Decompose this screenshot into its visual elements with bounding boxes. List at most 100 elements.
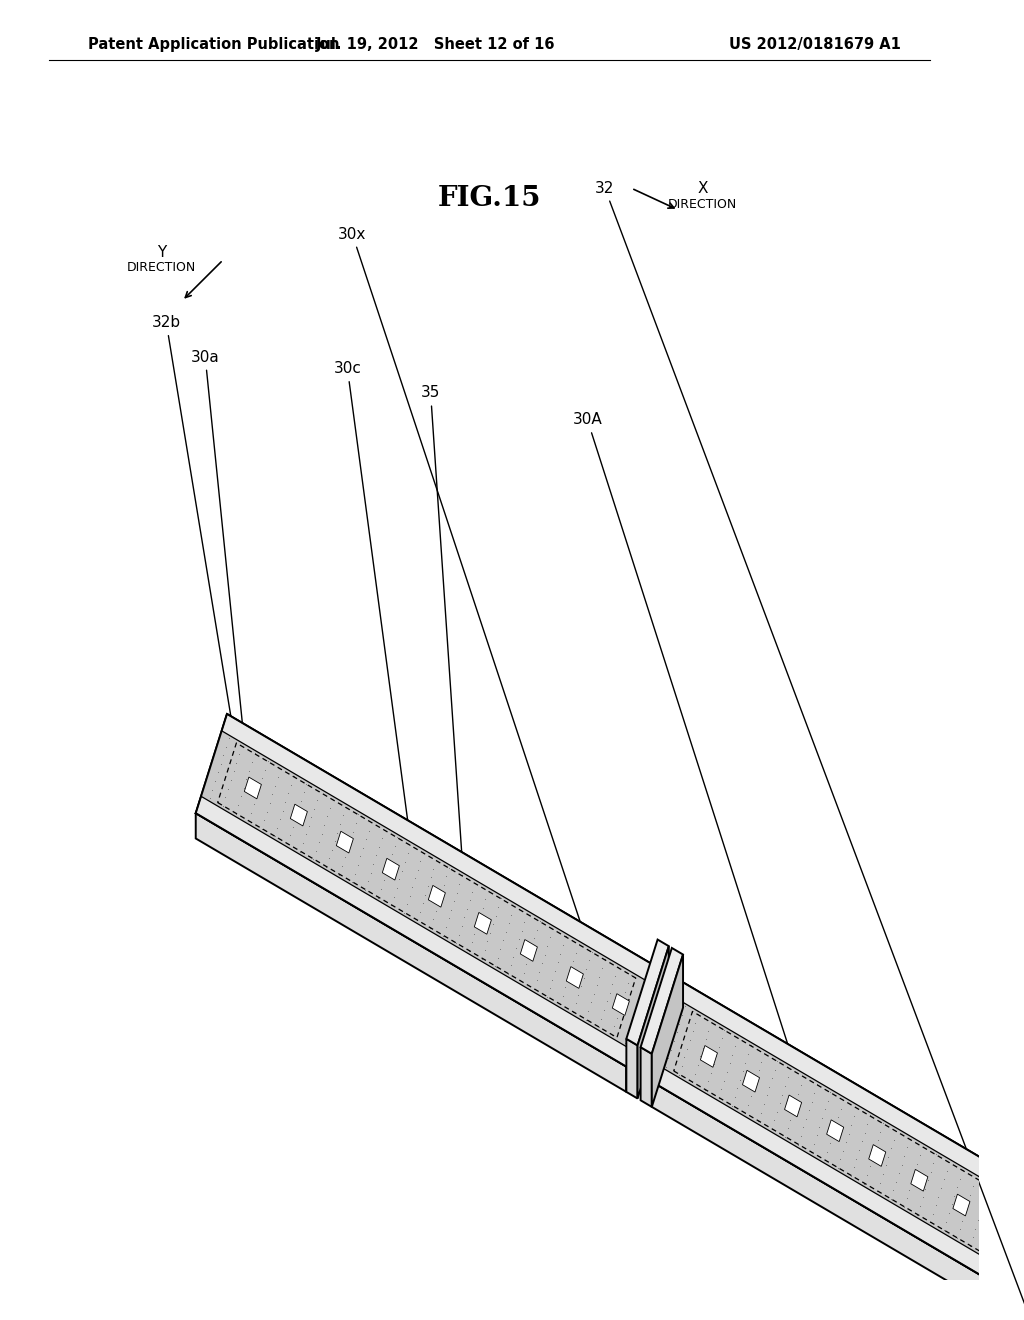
- Point: [793, 1074, 809, 1096]
- Point: [225, 760, 242, 781]
- Point: [464, 880, 480, 902]
- Point: [593, 1008, 609, 1030]
- Point: [983, 1217, 999, 1238]
- Point: [430, 891, 446, 912]
- Polygon shape: [336, 832, 353, 853]
- Point: [537, 944, 553, 965]
- Point: [796, 1117, 812, 1138]
- Text: FIG.15: FIG.15: [437, 185, 541, 213]
- Point: [228, 752, 245, 774]
- Point: [819, 1090, 836, 1111]
- Point: [490, 896, 507, 917]
- Point: [679, 1038, 695, 1059]
- Point: [782, 1109, 799, 1130]
- Polygon shape: [428, 886, 445, 907]
- Point: [293, 791, 309, 812]
- Point: [373, 878, 389, 899]
- Point: [872, 1121, 889, 1142]
- Point: [677, 995, 693, 1016]
- Point: [324, 840, 340, 861]
- Point: [687, 1012, 703, 1034]
- Point: [912, 1144, 929, 1166]
- Polygon shape: [612, 994, 630, 1015]
- Point: [359, 871, 376, 892]
- Point: [1005, 1199, 1021, 1220]
- Point: [954, 1159, 971, 1180]
- Point: [874, 1113, 891, 1134]
- Point: [251, 776, 267, 797]
- Text: X: X: [697, 181, 708, 195]
- Point: [999, 1217, 1016, 1238]
- Point: [991, 1242, 1008, 1263]
- Point: [869, 1181, 886, 1203]
- Point: [550, 952, 566, 973]
- Point: [963, 1184, 979, 1205]
- Point: [846, 1106, 862, 1127]
- Point: [578, 1008, 594, 1030]
- Point: [628, 998, 644, 1019]
- Point: [784, 1101, 801, 1122]
- Point: [280, 833, 296, 854]
- Polygon shape: [201, 731, 652, 1049]
- Point: [771, 1093, 787, 1114]
- Point: [325, 788, 341, 809]
- Point: [220, 779, 237, 800]
- Point: [779, 1118, 796, 1139]
- Point: [849, 1097, 865, 1118]
- Point: [513, 972, 529, 993]
- Point: [539, 986, 555, 1007]
- Point: [366, 854, 382, 875]
- Point: [425, 909, 441, 931]
- Point: [217, 787, 233, 808]
- Point: [487, 906, 504, 927]
- Point: [334, 855, 350, 876]
- Point: [622, 1015, 638, 1036]
- Point: [399, 843, 416, 865]
- Point: [321, 847, 337, 869]
- Point: [806, 1082, 822, 1104]
- Point: [617, 981, 634, 1002]
- Point: [288, 808, 304, 829]
- Polygon shape: [641, 948, 683, 1053]
- Point: [503, 904, 519, 925]
- Point: [420, 875, 436, 896]
- Point: [949, 1176, 966, 1197]
- Point: [489, 946, 506, 968]
- Point: [204, 779, 220, 800]
- Point: [862, 1105, 879, 1126]
- Polygon shape: [678, 982, 1024, 1234]
- Point: [528, 970, 545, 991]
- Point: [459, 899, 475, 920]
- Point: [230, 743, 247, 764]
- Point: [482, 923, 499, 944]
- Point: [713, 1078, 729, 1100]
- Point: [769, 1051, 785, 1072]
- Point: [394, 861, 411, 882]
- Point: [1013, 1224, 1024, 1245]
- Point: [398, 894, 415, 915]
- Point: [803, 1142, 819, 1163]
- Point: [809, 1073, 825, 1094]
- Point: [466, 923, 482, 944]
- Point: [572, 975, 589, 997]
- Point: [938, 1210, 954, 1232]
- Polygon shape: [474, 912, 492, 935]
- Point: [962, 1236, 978, 1257]
- Point: [506, 895, 522, 916]
- Point: [978, 1184, 994, 1205]
- Point: [376, 870, 392, 891]
- Point: [384, 843, 400, 865]
- Point: [714, 1028, 730, 1049]
- Point: [692, 1045, 709, 1067]
- Point: [843, 1114, 859, 1135]
- Point: [547, 961, 563, 982]
- Point: [443, 899, 460, 920]
- Point: [630, 989, 646, 1010]
- Point: [261, 792, 278, 813]
- Point: [829, 1158, 846, 1179]
- Point: [819, 1140, 836, 1162]
- Point: [914, 1137, 931, 1158]
- Polygon shape: [382, 858, 399, 880]
- Point: [239, 768, 255, 789]
- Point: [396, 902, 413, 923]
